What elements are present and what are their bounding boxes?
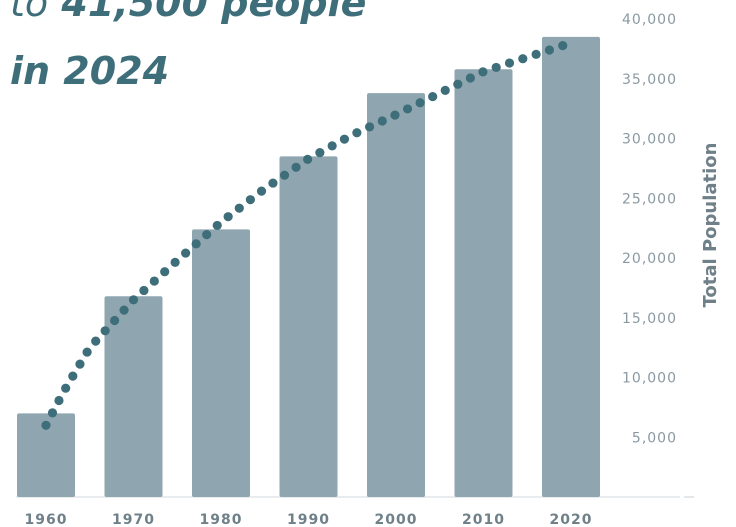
bar-1990 — [279, 156, 338, 498]
trend-dot-44 — [518, 54, 528, 64]
trend-dot-39 — [453, 79, 463, 89]
trend-dot-10 — [119, 305, 129, 315]
trend-dot-9 — [110, 315, 120, 326]
headline-lead: to — [10, 0, 49, 25]
bar-1980 — [192, 229, 250, 497]
trend-dot-16 — [181, 248, 191, 258]
y-tick-label-15000: 15,000 — [622, 311, 677, 327]
trend-dot-3 — [61, 383, 71, 393]
trend-dot-25 — [279, 170, 290, 180]
x-tick-label-1980: 1980 — [200, 512, 243, 527]
bar-2010 — [454, 69, 513, 497]
bar-1970 — [104, 296, 163, 497]
x-tick-label-2020: 2020 — [550, 512, 593, 527]
trend-dot-45 — [531, 49, 541, 59]
bar-1960 — [17, 413, 75, 497]
x-tick-label-2010: 2010 — [462, 512, 505, 527]
headline-line-1: to 41,500 people — [10, 0, 366, 22]
trend-dot-4 — [68, 371, 78, 381]
y-tick-label-5000: 5,000 — [632, 430, 677, 446]
trend-dot-26 — [291, 162, 301, 172]
trend-dot-47 — [558, 41, 568, 51]
y-tick-label-30000: 30,000 — [622, 132, 677, 148]
trend-dot-8 — [100, 326, 110, 336]
trend-dot-42 — [491, 62, 501, 73]
bar-2000 — [367, 93, 425, 497]
trend-dot-36 — [415, 98, 425, 108]
y-tick-label-35000: 35,000 — [622, 72, 677, 88]
y-axis-title: Total Population — [700, 143, 721, 308]
trend-dot-35 — [402, 104, 413, 114]
trend-dot-11 — [128, 295, 139, 305]
trend-dot-41 — [478, 67, 488, 77]
trend-dot-17 — [191, 239, 201, 249]
y-tick-label-20000: 20,000 — [622, 251, 677, 267]
trend-dot-23 — [256, 186, 267, 196]
trend-dot-18 — [202, 230, 212, 240]
x-tick-label-1960: 1960 — [25, 512, 68, 527]
trend-dot-27 — [303, 154, 313, 165]
trend-dot-40 — [465, 73, 475, 83]
bar-2020 — [542, 36, 600, 498]
trend-dot-46 — [544, 45, 555, 55]
trend-dot-20 — [223, 212, 233, 222]
trend-dot-31 — [352, 128, 362, 138]
trend-dot-5 — [75, 359, 85, 369]
trend-dot-33 — [377, 116, 387, 126]
headline-line-2: in 2024 — [10, 49, 170, 93]
trend-dot-15 — [170, 257, 180, 267]
trend-dot-38 — [440, 85, 450, 95]
trend-dot-13 — [149, 276, 159, 286]
trend-dot-37 — [428, 91, 438, 102]
trend-dot-32 — [364, 122, 375, 132]
trend-dot-2 — [54, 395, 64, 406]
trend-dot-30 — [339, 134, 350, 144]
trend-dot-1 — [47, 408, 58, 418]
trend-dot-12 — [139, 285, 149, 296]
trend-dot-24 — [268, 178, 278, 188]
x-tick-label-1970: 1970 — [112, 512, 155, 527]
trend-dot-22 — [245, 195, 256, 205]
trend-dot-43 — [504, 58, 515, 68]
headline-value: 41,500 people — [61, 0, 367, 25]
y-tick-label-40000: 40,000 — [622, 12, 677, 28]
x-tick-label-1990: 1990 — [287, 512, 330, 527]
trend-dot-7 — [91, 336, 101, 346]
trend-dot-29 — [327, 141, 337, 151]
trend-dot-28 — [315, 148, 325, 158]
trend-dot-34 — [390, 110, 400, 120]
y-tick-label-25000: 25,000 — [622, 191, 677, 207]
y-tick-label-10000: 10,000 — [622, 371, 677, 387]
trend-dot-14 — [160, 267, 170, 277]
trend-dot-19 — [212, 220, 222, 231]
trend-dot-0 — [41, 420, 51, 430]
trend-dot-21 — [234, 203, 244, 213]
trend-dot-6 — [82, 347, 92, 357]
x-tick-label-2000: 2000 — [375, 512, 418, 527]
